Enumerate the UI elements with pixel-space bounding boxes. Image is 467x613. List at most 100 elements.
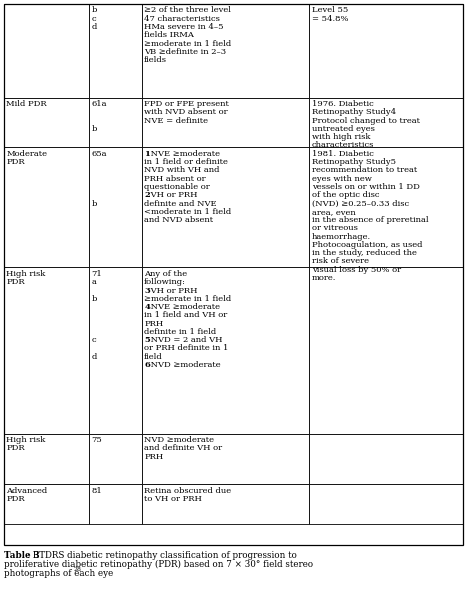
Bar: [142, 97, 309, 147]
Bar: [309, 267, 463, 433]
Bar: [309, 147, 463, 267]
Text: 1981. Diabetic: 1981. Diabetic: [312, 150, 374, 158]
Text: NVD = 2 and VH: NVD = 2 and VH: [148, 336, 222, 345]
Text: c: c: [92, 15, 96, 23]
Text: risk of severe: risk of severe: [312, 257, 369, 265]
Text: Retinopathy Study4: Retinopathy Study4: [312, 109, 396, 116]
Bar: [142, 4, 309, 97]
Text: 1976. Diabetic: 1976. Diabetic: [312, 100, 374, 108]
Text: 71: 71: [92, 270, 102, 278]
Text: and definite VH or: and definite VH or: [144, 444, 222, 452]
Text: 28: 28: [73, 566, 82, 572]
Text: 47 characteristics: 47 characteristics: [144, 15, 220, 23]
Text: c: c: [92, 336, 96, 345]
Text: ≥2 of the three level: ≥2 of the three level: [144, 7, 231, 15]
Text: Photocoagulation, as used: Photocoagulation, as used: [312, 241, 422, 249]
Bar: [309, 4, 463, 97]
Bar: [4, 433, 89, 484]
Text: PRH: PRH: [144, 452, 163, 460]
Text: to VH or PRH: to VH or PRH: [144, 495, 202, 503]
Text: b: b: [92, 200, 97, 208]
Text: visual loss by 50% or: visual loss by 50% or: [312, 265, 401, 273]
Text: ≥moderate in 1 field: ≥moderate in 1 field: [144, 40, 232, 48]
Text: in the study, reduced the: in the study, reduced the: [312, 249, 417, 257]
Text: High risk: High risk: [7, 436, 46, 444]
Text: PDR: PDR: [7, 444, 25, 452]
Text: in the absence of preretinal: in the absence of preretinal: [312, 216, 428, 224]
Text: 4: 4: [144, 303, 150, 311]
Text: Table 3: Table 3: [4, 551, 40, 560]
Text: b: b: [92, 295, 97, 303]
Text: Mild PDR: Mild PDR: [7, 100, 47, 108]
Bar: [309, 433, 463, 484]
Text: Level 55: Level 55: [312, 7, 348, 15]
Text: d: d: [92, 23, 97, 31]
Text: Moderate: Moderate: [7, 150, 48, 158]
Text: or vitreous: or vitreous: [312, 224, 358, 232]
Text: HMa severe in 4–5: HMa severe in 4–5: [144, 23, 224, 31]
Text: proliferative diabetic retinopathy (PDR) based on 7 × 30° field stereo: proliferative diabetic retinopathy (PDR)…: [4, 560, 313, 569]
Text: PRH: PRH: [144, 319, 163, 327]
Text: NVD ≥moderate: NVD ≥moderate: [148, 361, 220, 369]
Text: (NVD) ≥0.25–0.33 disc: (NVD) ≥0.25–0.33 disc: [312, 199, 409, 207]
Text: NVE = definite: NVE = definite: [144, 116, 208, 124]
Text: field: field: [144, 352, 163, 361]
Bar: [89, 97, 142, 147]
Text: b: b: [92, 125, 97, 133]
Bar: [89, 147, 142, 267]
Bar: [4, 4, 89, 97]
Text: following:: following:: [144, 278, 186, 286]
Text: d: d: [92, 352, 97, 361]
Text: Protocol changed to treat: Protocol changed to treat: [312, 116, 420, 124]
Text: photographs of each eye: photographs of each eye: [4, 569, 113, 577]
Text: questionable or: questionable or: [144, 183, 210, 191]
Text: PDR: PDR: [7, 278, 25, 286]
Text: 81: 81: [92, 487, 102, 495]
Bar: [4, 4, 463, 545]
Text: Advanced: Advanced: [7, 487, 48, 495]
Text: VH or PRH: VH or PRH: [148, 286, 197, 294]
Text: VH or PRH: VH or PRH: [148, 191, 197, 199]
Text: fields: fields: [144, 56, 167, 64]
Text: 61a: 61a: [92, 100, 107, 108]
Text: : ETDRS diabetic retinopathy classification of progression to: : ETDRS diabetic retinopathy classificat…: [27, 551, 297, 560]
Text: eyes with new: eyes with new: [312, 175, 372, 183]
Text: with high risk: with high risk: [312, 133, 370, 141]
Bar: [142, 484, 309, 524]
Text: haemorrhage.: haemorrhage.: [312, 232, 371, 240]
Bar: [89, 267, 142, 433]
Text: in 1 field and VH or: in 1 field and VH or: [144, 311, 227, 319]
Text: area, even: area, even: [312, 208, 355, 216]
Text: 1: 1: [144, 150, 150, 158]
Text: a: a: [92, 278, 96, 286]
Bar: [89, 433, 142, 484]
Bar: [142, 147, 309, 267]
Text: b: b: [92, 7, 97, 15]
Text: vessels on or within 1 DD: vessels on or within 1 DD: [312, 183, 420, 191]
Text: VB ≥definite in 2–3: VB ≥definite in 2–3: [144, 48, 226, 56]
Text: 3: 3: [144, 286, 150, 294]
Bar: [4, 484, 89, 524]
Bar: [142, 267, 309, 433]
Text: 2: 2: [144, 191, 150, 199]
Text: 6: 6: [144, 361, 150, 369]
Text: NVD with VH and: NVD with VH and: [144, 166, 219, 175]
Text: NVE ≥moderate: NVE ≥moderate: [148, 150, 219, 158]
Bar: [4, 147, 89, 267]
Text: <moderate in 1 field: <moderate in 1 field: [144, 208, 232, 216]
Text: definite and NVE: definite and NVE: [144, 200, 217, 208]
Bar: [89, 484, 142, 524]
Bar: [142, 433, 309, 484]
Bar: [4, 97, 89, 147]
Text: 5: 5: [144, 336, 150, 345]
Bar: [309, 484, 463, 524]
Text: NVD ≥moderate: NVD ≥moderate: [144, 436, 214, 444]
Text: with NVD absent or: with NVD absent or: [144, 109, 228, 116]
Text: definite in 1 field: definite in 1 field: [144, 328, 216, 336]
Text: Retina obscured due: Retina obscured due: [144, 487, 231, 495]
Text: untreated eyes: untreated eyes: [312, 125, 375, 133]
Text: 75: 75: [92, 436, 102, 444]
Text: ≥moderate in 1 field: ≥moderate in 1 field: [144, 295, 232, 303]
Text: FPD or FPE present: FPD or FPE present: [144, 100, 229, 108]
Text: PDR: PDR: [7, 495, 25, 503]
